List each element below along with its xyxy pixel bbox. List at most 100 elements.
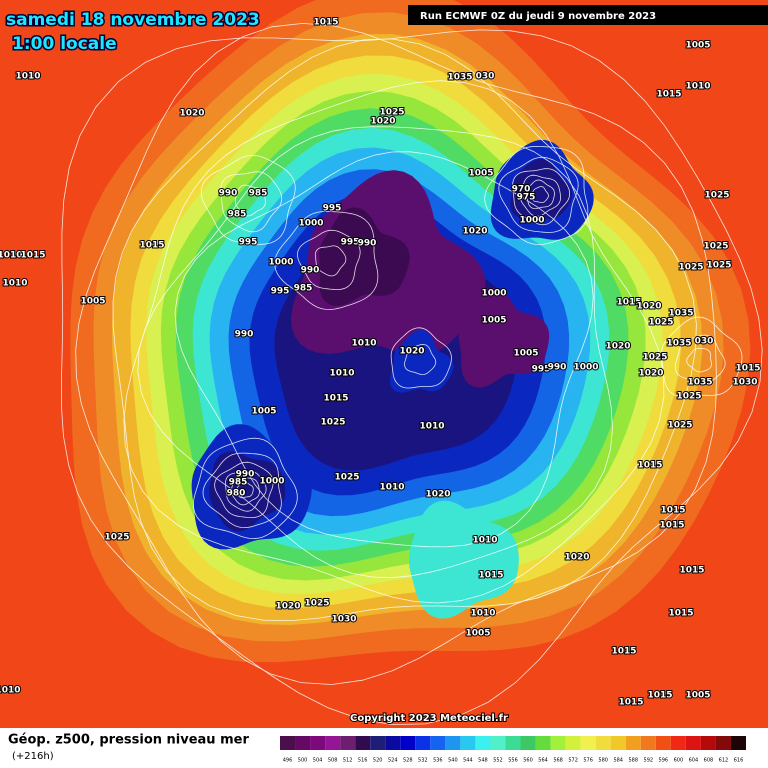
isobar (484, 145, 589, 245)
legend-label: 584 (613, 758, 623, 764)
legend-swatch (505, 736, 521, 750)
isobar-label: 1020 (636, 302, 661, 312)
isobar-label: 030 (476, 72, 495, 82)
run-info: Run ECMWF 0Z du jeudi 9 novembre 2023 (420, 11, 656, 22)
legend-label: 516 (358, 758, 368, 764)
isobar-label: 1015 (618, 698, 643, 708)
isobar-label: 1015 (139, 241, 164, 251)
isobar (202, 452, 282, 529)
isobar-label: 1000 (268, 258, 293, 268)
legend-label: 616 (734, 758, 744, 764)
isobar-label: 1025 (678, 263, 703, 273)
legend-swatch (685, 736, 701, 750)
legend-label: 552 (493, 758, 503, 764)
isobar-label: 1015 (323, 394, 348, 404)
isobar-label: 1005 (685, 41, 710, 51)
isobar (224, 470, 267, 512)
isobar-label: 1005 (513, 349, 538, 359)
isobar-label: 990 (548, 363, 567, 373)
isobar-label: 1020 (564, 553, 589, 563)
isobar-label: 1020 (638, 369, 663, 379)
time-title: 1:00 locale (12, 34, 117, 54)
legend-swatch (550, 736, 566, 750)
legend-label: 500 (298, 758, 308, 764)
isobar-label: 1005 (481, 316, 506, 326)
isobar (498, 156, 579, 233)
isobar (519, 174, 562, 217)
legend-swatch (715, 736, 731, 750)
legend-label: 512 (343, 758, 353, 764)
legend-swatch (625, 736, 641, 750)
legend-label: 524 (388, 758, 398, 764)
isobar-label: 1010 (379, 483, 404, 493)
isobar-label: 1010 (2, 279, 27, 289)
isobar-label: 1015 (637, 461, 662, 471)
isobar-label: 1010 (685, 82, 710, 92)
legend-label: 536 (433, 758, 443, 764)
copyright: Copyright 2023 Meteociel.fr (350, 713, 508, 724)
z500-band (389, 329, 454, 393)
isobars (61, 22, 763, 726)
isobar (297, 229, 361, 290)
isobar (192, 437, 298, 540)
isobar-label: 1005 (468, 169, 493, 179)
isobar-label: 1020 (605, 342, 630, 352)
isobar-label: 975 (517, 193, 536, 203)
legend-label: 564 (538, 758, 548, 764)
legend-label: 572 (568, 758, 578, 764)
isobar-label: 1000 (481, 289, 506, 299)
legend-swatch (520, 736, 536, 750)
isobar-label: 1010 (0, 251, 23, 261)
isobar-label: 1010 (472, 536, 497, 546)
isobar-label: 990 (236, 470, 255, 480)
isobar-label: 970 (512, 185, 531, 195)
footer-title: Géop. z500, pression niveau mer (8, 733, 249, 748)
isobar-label: 1025 (334, 473, 359, 483)
isobar-label: 995 (323, 204, 342, 214)
legend-swatch (325, 736, 341, 750)
isobar-label: 990 (235, 330, 254, 340)
legend-swatch (730, 736, 746, 750)
isobar-label: 1025 (706, 261, 731, 271)
isobar-label: 1020 (370, 117, 395, 127)
isobar-label: 1010 (419, 422, 444, 432)
isobar (686, 347, 712, 373)
isobar-label: 995 (271, 287, 290, 297)
isobar-label: 1015 (313, 18, 338, 28)
isobar-label: 1025 (703, 242, 728, 252)
isobar-label: 1015 (616, 298, 641, 308)
legend-swatch (700, 736, 716, 750)
isobar (230, 475, 260, 506)
isobar (674, 334, 726, 384)
legend-swatch (475, 736, 491, 750)
z500-band (458, 287, 550, 388)
isobar-label: 990 (219, 189, 238, 199)
isobar-label: 1025 (379, 108, 404, 118)
isobar-label: 1030 (732, 378, 757, 388)
legend-label: 520 (373, 758, 383, 764)
isobar (75, 22, 717, 685)
z500-band (510, 159, 573, 219)
legend-swatch (310, 736, 326, 750)
isobar-label: 1015 (20, 251, 45, 261)
legend-label: 504 (313, 758, 323, 764)
isobar (274, 210, 379, 310)
isobar-label: 1035 (687, 378, 712, 388)
isobar-label: 1015 (647, 691, 672, 701)
footer-lead: (+216h) (12, 751, 54, 762)
legend-swatch (295, 736, 311, 750)
isobar-label: 985 (228, 210, 247, 220)
isobar (123, 80, 665, 604)
isobar-label: 1000 (573, 363, 598, 373)
isobar (512, 168, 570, 226)
isobar-label: 030 (695, 337, 714, 347)
isobar-label: 1010 (470, 609, 495, 619)
run-box (408, 5, 768, 25)
isobar-label: 1015 (478, 571, 503, 581)
isobar-label: 1025 (667, 421, 692, 431)
legend-swatch (415, 736, 431, 750)
isobar-label: 1025 (304, 599, 329, 609)
isobar-label: 1005 (685, 691, 710, 701)
legend-swatch (385, 736, 401, 750)
